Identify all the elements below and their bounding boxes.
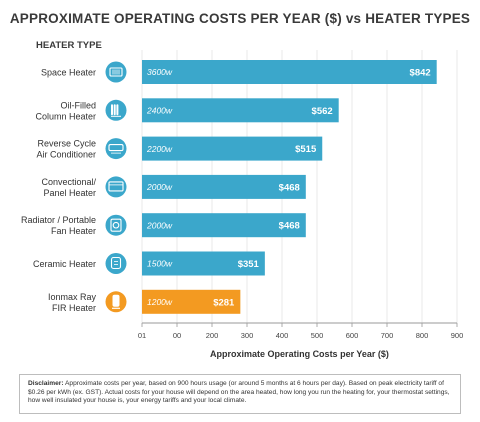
category-label: Fan Heater [51,226,96,236]
icon-shape [109,67,123,77]
icon-shape [116,104,119,116]
category-label: Air Conditioner [36,150,96,160]
ceramic-heater-icon [105,253,127,274]
value-label: $468 [279,182,300,193]
x-tick-label: 200 [206,331,219,340]
bar [142,251,265,276]
x-tick-label: 300 [241,331,254,340]
disclaimer-box: Disclaimer: Approximate costs per year, … [19,374,461,414]
category-label: FIR Heater [52,303,96,313]
icon-shape [110,256,122,270]
value-label: $281 [213,297,235,308]
icon-shape [110,218,122,232]
category-label: Column Heater [35,111,96,121]
icon-shape [113,104,116,116]
category-label: Convectional/ [41,177,96,187]
bar-row: Ceramic Heater 1500w $351 [33,251,265,276]
x-tick-label: 600 [346,331,359,340]
wattage-label: 2000w [146,220,173,230]
bar [142,213,306,238]
icon-shape [112,221,120,229]
x-tick-label: 800 [416,331,429,340]
bar-chart: 01 00 200 300 400 500 600 700 800 900 Approximate … [21,50,464,359]
category-label: Ionmax Ray [48,292,97,302]
bar [142,136,323,161]
icon-shape [111,104,113,116]
y-axis-header: HEATER TYPE [36,40,102,51]
x-tick-label: 700 [381,331,394,340]
bar [142,174,306,199]
air-conditioner-icon [105,138,127,160]
x-tick-label: 00 [173,331,181,340]
disclaimer-label: Disclaimer: [28,380,64,387]
panel-heater-icon [105,176,127,198]
category-label: Radiator / Portable [21,215,96,225]
bar-row: Space Heater 3600w $842 [41,60,437,84]
wattage-label: 2400w [146,106,173,116]
value-label: $515 [295,144,317,155]
wattage-label: 2000w [146,182,173,192]
icon-shape [108,144,124,152]
chart-title: APPROXIMATE OPERATING COSTS PER YEAR ($)… [9,11,471,26]
icon-circle [105,61,127,83]
x-tick-label: 400 [276,331,289,340]
x-tick-label: 500 [311,331,324,340]
bar-row: Convectional/Panel Heater 2000w $468 [41,174,306,199]
value-label: $842 [410,68,431,79]
bar [142,289,241,314]
fan-heater-icon [105,214,127,236]
value-label: $562 [312,106,333,117]
disclaimer-text: Approximate costs per year, based on 900… [28,380,450,405]
wattage-label: 3600w [147,67,173,77]
bar [142,98,339,123]
icon-circle [105,99,127,121]
category-label: Reverse Cycle [37,139,96,149]
icon-circle [105,214,127,236]
wattage-label: 1200w [147,297,173,307]
space-heater-icon [105,61,127,83]
oil-column-heater-icon [105,99,127,121]
bar [142,60,437,84]
icon-shape [112,294,120,307]
wattage-label: 2200w [146,144,173,154]
value-label: $468 [279,221,300,232]
category-label: Space Heater [41,68,96,78]
value-label: $351 [238,259,260,270]
icon-circle [105,253,127,274]
fir-heater-icon [105,291,127,313]
x-tick-label: 900 [451,331,464,340]
x-axis-label: Approximate Operating Costs per Year ($) [210,349,389,359]
category-label: Panel Heater [43,188,96,198]
icon-circle [105,138,127,160]
category-label: Oil-Filled [60,100,96,110]
x-tick-label: 01 [138,331,146,340]
category-label: Ceramic Heater [33,259,96,269]
icon-shape [108,181,124,192]
wattage-label: 1500w [147,259,173,269]
